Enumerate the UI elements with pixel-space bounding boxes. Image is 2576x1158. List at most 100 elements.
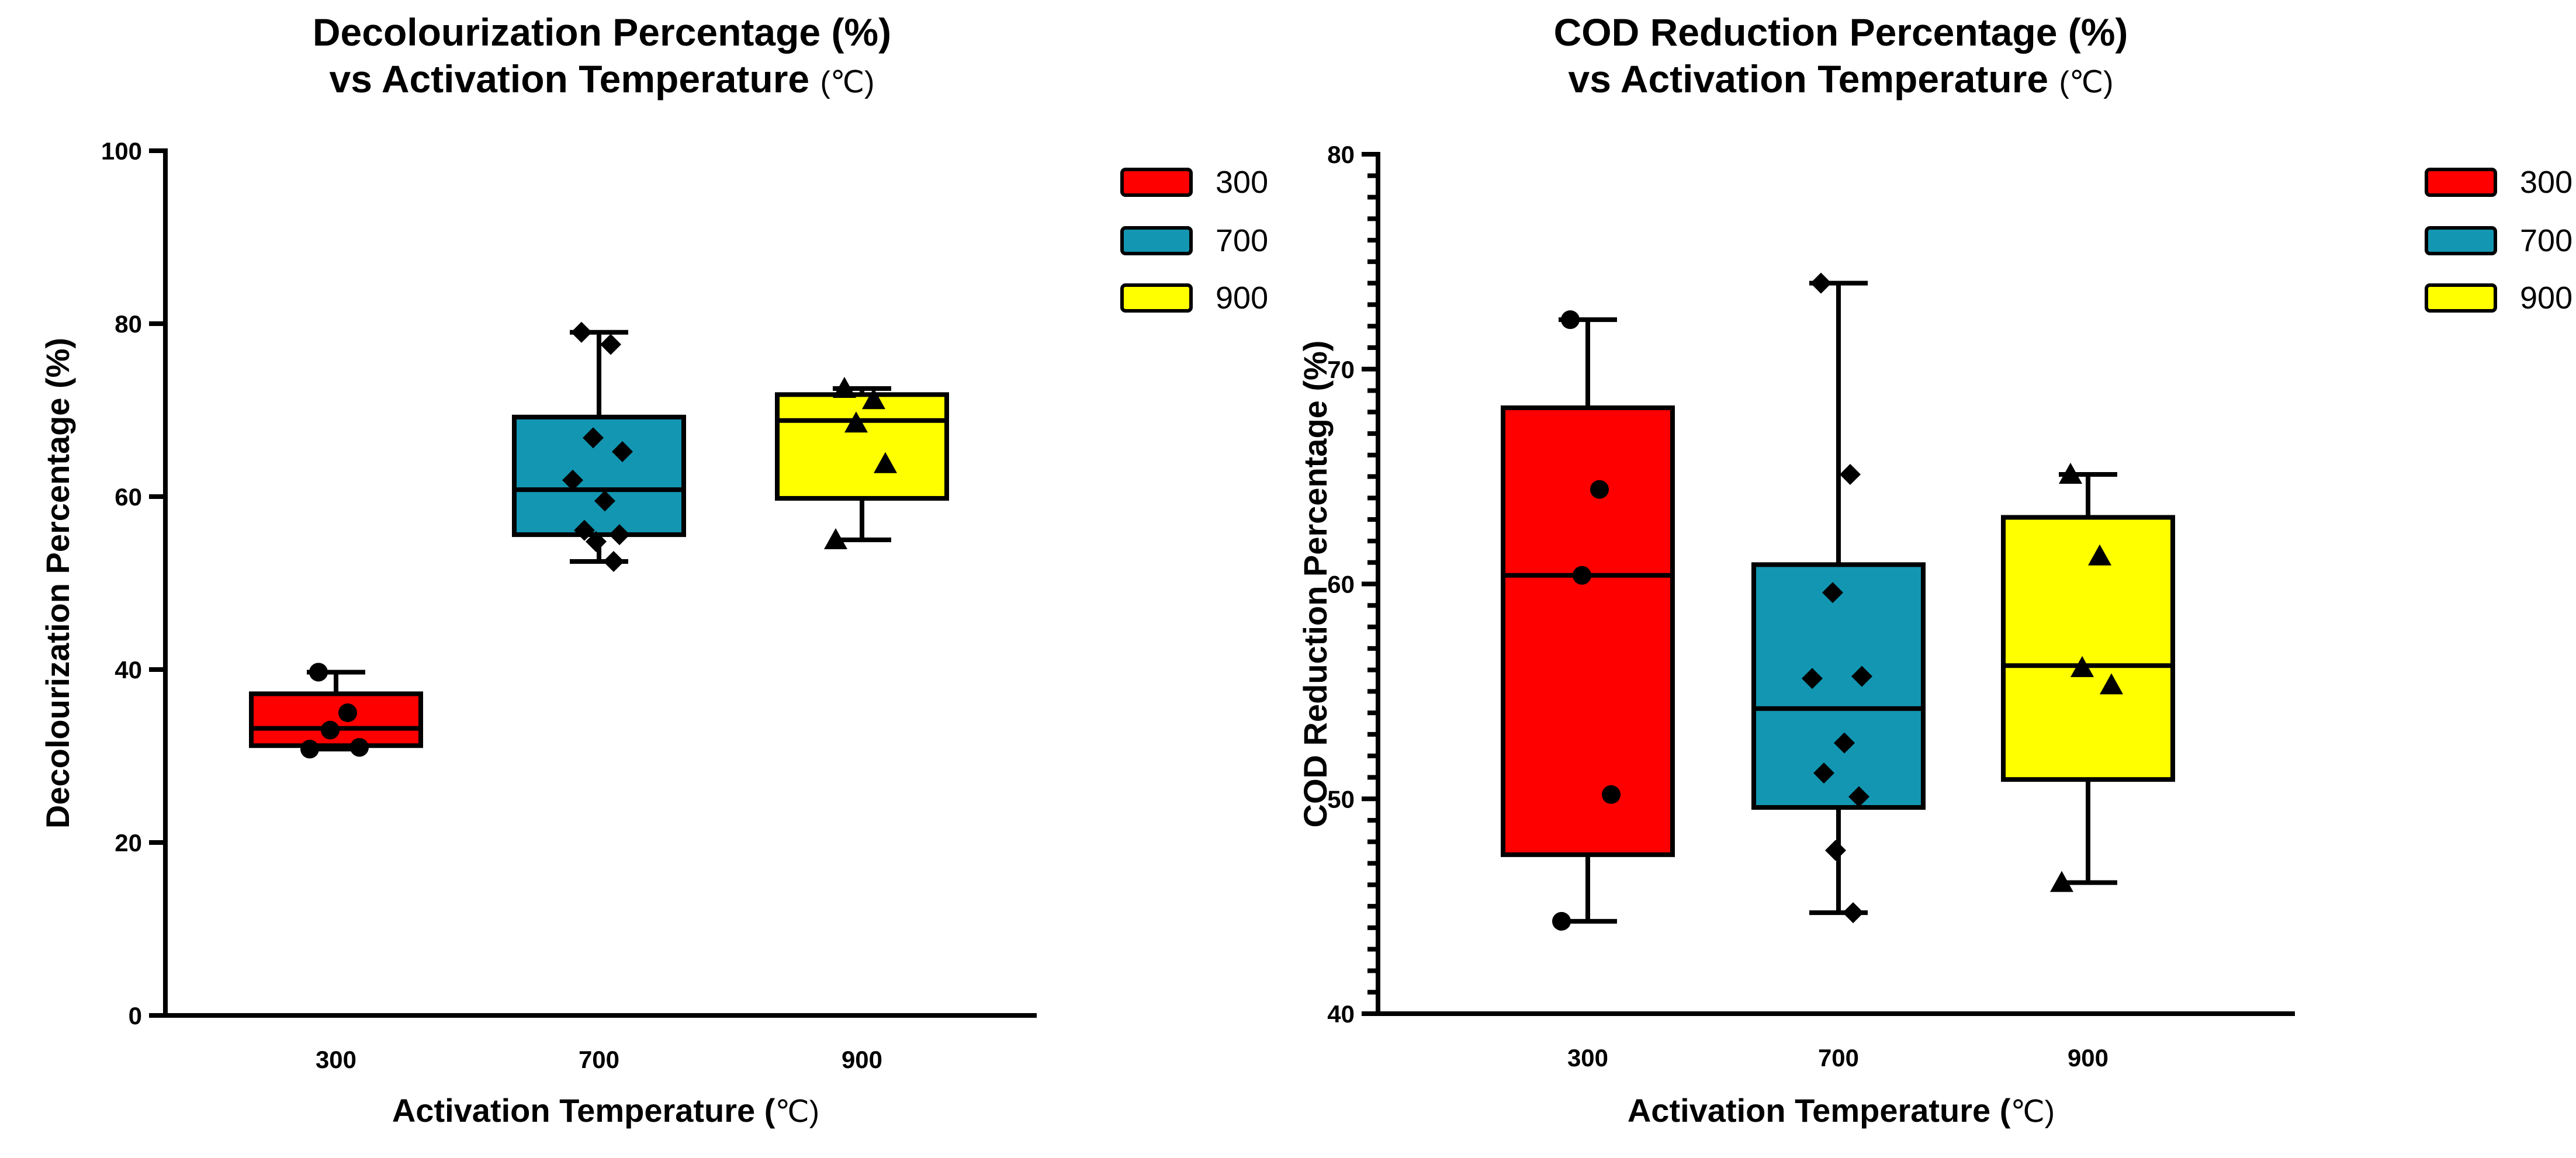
data-point [583,427,604,449]
data-point [1851,665,1872,687]
legend-label: 300 [2520,165,2572,200]
box-group-900 [775,377,949,549]
y-tick-label: 40 [1327,1000,1355,1028]
x-axis-label: Activation Temperature (℃) [392,1092,819,1129]
box-iqr [2001,515,2175,782]
chart-title-line2-main: vs Activation Temperature [1569,57,2059,100]
legend-swatch [2425,226,2497,255]
data-point [2100,673,2123,695]
y-tick-label: 20 [115,829,142,857]
legend-label: 700 [2520,223,2572,258]
box-group-700 [1751,272,1926,924]
box-group-900 [2001,462,2175,892]
data-point [2071,656,2094,677]
legend-label: 900 [1216,280,1268,315]
legend-swatch [1120,283,1193,313]
data-point [1552,911,1571,931]
x-tick-label: 900 [2068,1044,2108,1072]
chart-title-line1: Decolourization Percentage (%) [313,11,891,54]
data-point [1848,786,1869,807]
y-tick-label: 60 [1327,571,1355,598]
y-tick-label: 60 [115,483,142,511]
data-point [844,411,868,433]
chart-title-line1: COD Reduction Percentage (%) [1554,11,2128,54]
data-point [1813,762,1834,784]
chart-title-line2: vs Activation Temperature (℃) [330,57,875,100]
chart-title-line2-main: vs Activation Temperature [330,57,820,100]
data-point [1840,463,1861,485]
y-tick-label: 0 [129,1002,142,1029]
legend-label: 300 [1216,165,1268,200]
x-tick-label: 300 [1567,1044,1608,1072]
data-point [1602,785,1621,804]
y-tick-label: 100 [101,137,142,165]
x-axis-label-unit: ℃) [775,1095,819,1129]
data-point [1810,272,1831,294]
data-point [350,738,369,757]
axes [1362,152,2295,1016]
data-point [321,720,340,740]
data-point [586,531,607,552]
chart-1: Decolourization Percentage (%)vs Activat… [39,11,1268,1129]
data-point [1843,902,1864,924]
chart-title-line2: vs Activation Temperature (℃) [1569,57,2114,100]
data-point [1834,732,1855,754]
data-point [571,321,592,343]
data-point [862,388,885,410]
y-tick-label: 80 [115,310,142,338]
data-point [562,469,583,491]
data-point [603,551,624,572]
data-point [833,377,856,398]
x-tick-label: 700 [1818,1044,1859,1072]
legend-label: 900 [2520,280,2572,315]
legend-swatch [1120,168,1193,197]
data-point [300,740,319,759]
y-tick-label: 40 [115,656,142,684]
x-tick-label: 700 [579,1046,619,1073]
legend: 300 700 900 [2425,165,2572,315]
legend: 300 700 900 [1120,165,1268,315]
data-point [1573,566,1591,585]
data-point [2050,871,2073,892]
box-group-300 [249,663,423,759]
x-tick-label: 900 [842,1046,882,1073]
data-point [612,441,633,463]
x-tick-label: 300 [316,1046,356,1073]
y-tick-label: 50 [1327,785,1355,813]
data-point [1590,480,1609,499]
box-group-300 [1501,310,1675,931]
data-point [1802,668,1823,689]
box-iqr [1751,562,1926,810]
x-axis-label: Activation Temperature (℃) [1628,1092,2055,1129]
data-point [609,524,630,546]
chart-title-line2-unit: (℃) [820,65,874,99]
data-point [574,519,595,541]
y-axis-label: COD Reduction Percentage (%) [1297,341,1334,828]
data-point [309,663,328,682]
legend-swatch [2425,283,2497,313]
x-axis-label-main: Activation Temperature ( [1628,1092,2011,1129]
data-point [594,490,615,512]
legend-swatch [1120,226,1193,255]
y-axis-label: Decolourization Percentage (%) [39,338,76,828]
data-point [600,334,621,355]
data-point [2059,462,2082,484]
data-point [1822,582,1843,604]
data-point [824,528,847,549]
data-point [1561,310,1580,330]
data-point [874,452,897,473]
box-iqr [1501,405,1675,857]
data-point [338,703,357,722]
box-group-700 [512,321,686,572]
y-tick-label: 80 [1327,141,1355,168]
chart-title-line2-unit: (℃) [2059,65,2113,99]
data-point [1825,840,1846,861]
x-axis-label-unit: ℃) [2010,1095,2055,1129]
box-iqr [249,691,423,748]
y-tick-label: 70 [1327,356,1355,383]
legend-swatch [2425,168,2497,197]
legend-label: 700 [1216,223,1268,258]
chart-2: COD Reduction Percentage (%)vs Activatio… [1297,11,2572,1129]
box-iqr [775,392,949,501]
